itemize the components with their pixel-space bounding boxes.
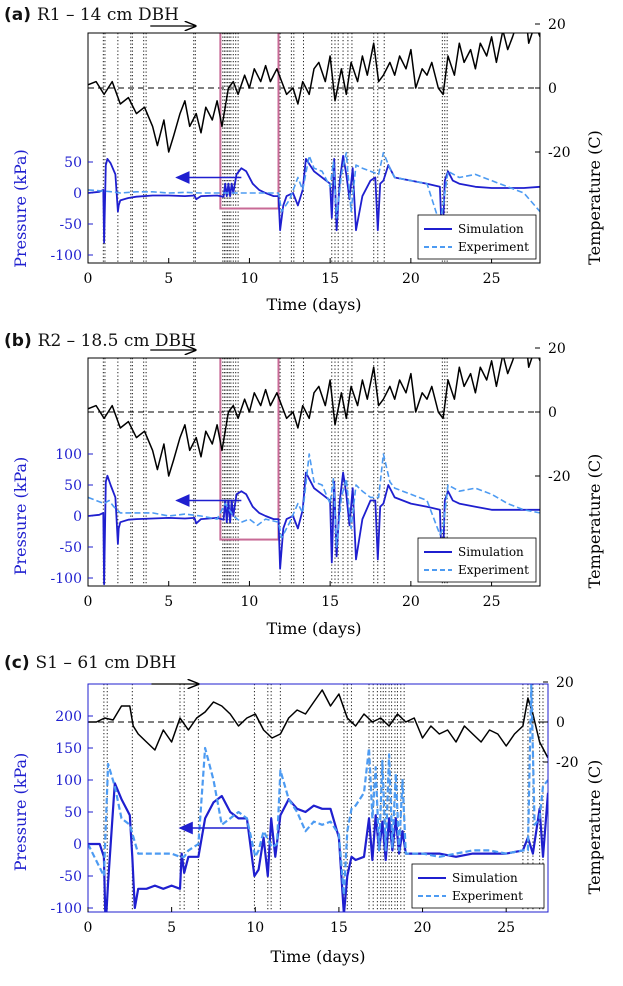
series-line-experiment (88, 453, 540, 548)
x-tick-label: 25 (483, 271, 501, 287)
x-tick-label: 0 (84, 271, 93, 287)
x-tick-label: 10 (241, 271, 259, 287)
legend: Simulation Experiment (417, 537, 537, 583)
x-tick-label: 20 (414, 920, 432, 936)
series-line-temperature (88, 358, 540, 477)
series-line-simulation (88, 471, 540, 586)
legend-box (417, 214, 537, 260)
legend-label-experiment: Experiment (458, 240, 529, 254)
pressure-tick-label: 50 (64, 805, 82, 821)
series-line-simulation (88, 154, 540, 250)
pressure-tick-label: 50 (64, 478, 82, 494)
panel-label: (c) (4, 653, 36, 673)
panel-c: (c) S1 – 61 cm DBH 0 5 10 15 20 25 Time (days) -… (4, 653, 604, 966)
x-axis-label: Time (days) (266, 295, 361, 314)
pressure-tick-label: 0 (73, 509, 82, 525)
legend-label-simulation: Simulation (458, 545, 524, 559)
x-tick-label: 15 (321, 594, 339, 610)
pressure-tick-label: -50 (59, 540, 82, 556)
legend-label-simulation: Simulation (452, 871, 518, 885)
x-tick-label: 20 (402, 594, 420, 610)
temp-axis-label: Temperature (C) (585, 760, 604, 895)
pressure-axis-label: Pressure (kPa) (11, 753, 30, 872)
x-tick-label: 0 (84, 594, 93, 610)
panel-title: (a) R1 – 14 cm DBH (4, 5, 179, 25)
panel-label: (b) (4, 331, 38, 351)
legend: Simulation Experiment (417, 214, 537, 260)
pressure-tick-label: -100 (51, 571, 82, 587)
x-tick-label: 5 (167, 920, 176, 936)
pressure-axis-label: Pressure (kPa) (11, 149, 30, 268)
panel-a: (a) R1 – 14 cm DBH 0 5 10 15 20 25 Time (days) -… (4, 5, 604, 314)
pressure-tick-label: -50 (59, 217, 82, 233)
axes-frame (87, 683, 549, 913)
panel-b: (b) R2 – 18.5 cm DBH 0 5 10 15 20 25 Time (days… (4, 331, 604, 638)
highlight-box (219, 33, 280, 210)
series-line-temperature (88, 33, 540, 153)
temp-tick-label: -20 (548, 469, 571, 485)
pressure-tick-label: -100 (51, 901, 82, 917)
temp-tick-label: 20 (548, 341, 566, 357)
axes-frame (87, 357, 541, 587)
panel-label: (a) (4, 5, 37, 25)
x-axis-label: Time (days) (270, 947, 365, 966)
series-line-temperature (88, 689, 548, 759)
panel-title-text: R2 – 18.5 cm DBH (38, 331, 196, 351)
axes-frame (87, 32, 541, 264)
pressure-tick-label: 50 (64, 155, 82, 171)
temp-tick-label: 20 (556, 675, 574, 691)
pressure-tick-label: -50 (59, 869, 82, 885)
temp-tick-label: 20 (548, 17, 566, 33)
pressure-tick-label: 0 (73, 837, 82, 853)
panel-title-text: R1 – 14 cm DBH (37, 5, 179, 25)
legend-box (417, 537, 537, 583)
temp-axis-label: Temperature (C) (585, 130, 604, 265)
x-axis-label: Time (days) (266, 619, 361, 638)
x-tick-label: 10 (246, 920, 264, 936)
temp-tick-label: 0 (548, 81, 557, 97)
panel-title: (c) S1 – 61 cm DBH (4, 653, 176, 673)
panel-title-text: S1 – 61 cm DBH (36, 653, 177, 673)
temp-tick-label: -20 (556, 755, 579, 771)
temp-tick-label: -20 (548, 145, 571, 161)
legend-label-experiment: Experiment (452, 889, 523, 903)
temp-axis-label: Temperature (C) (585, 454, 604, 589)
panel-title: (b) R2 – 18.5 cm DBH (4, 331, 196, 351)
pressure-tick-label: 150 (55, 741, 82, 757)
legend-box (411, 863, 545, 909)
pressure-tick-label: 100 (55, 447, 82, 463)
temp-tick-label: 0 (556, 715, 565, 731)
pressure-tick-label: -100 (51, 248, 82, 264)
x-tick-label: 0 (84, 920, 93, 936)
x-tick-label: 15 (330, 920, 348, 936)
legend: Simulation Experiment (411, 863, 545, 909)
plot-area (88, 33, 540, 263)
pressure-tick-label: 100 (55, 773, 82, 789)
pressure-axis-label: Pressure (kPa) (11, 457, 30, 576)
legend-label-experiment: Experiment (458, 563, 529, 577)
x-tick-label: 15 (321, 271, 339, 287)
x-tick-label: 20 (402, 271, 420, 287)
x-tick-label: 10 (241, 594, 259, 610)
pressure-tick-label: 200 (55, 709, 82, 725)
x-tick-label: 5 (164, 271, 173, 287)
x-tick-label: 5 (164, 594, 173, 610)
temp-tick-label: 0 (548, 405, 557, 421)
x-tick-label: 25 (483, 594, 501, 610)
x-tick-label: 25 (497, 920, 515, 936)
series-line-experiment (88, 684, 548, 897)
legend-label-simulation: Simulation (458, 222, 524, 236)
series-line-experiment (88, 151, 540, 225)
pressure-tick-label: 0 (73, 186, 82, 202)
